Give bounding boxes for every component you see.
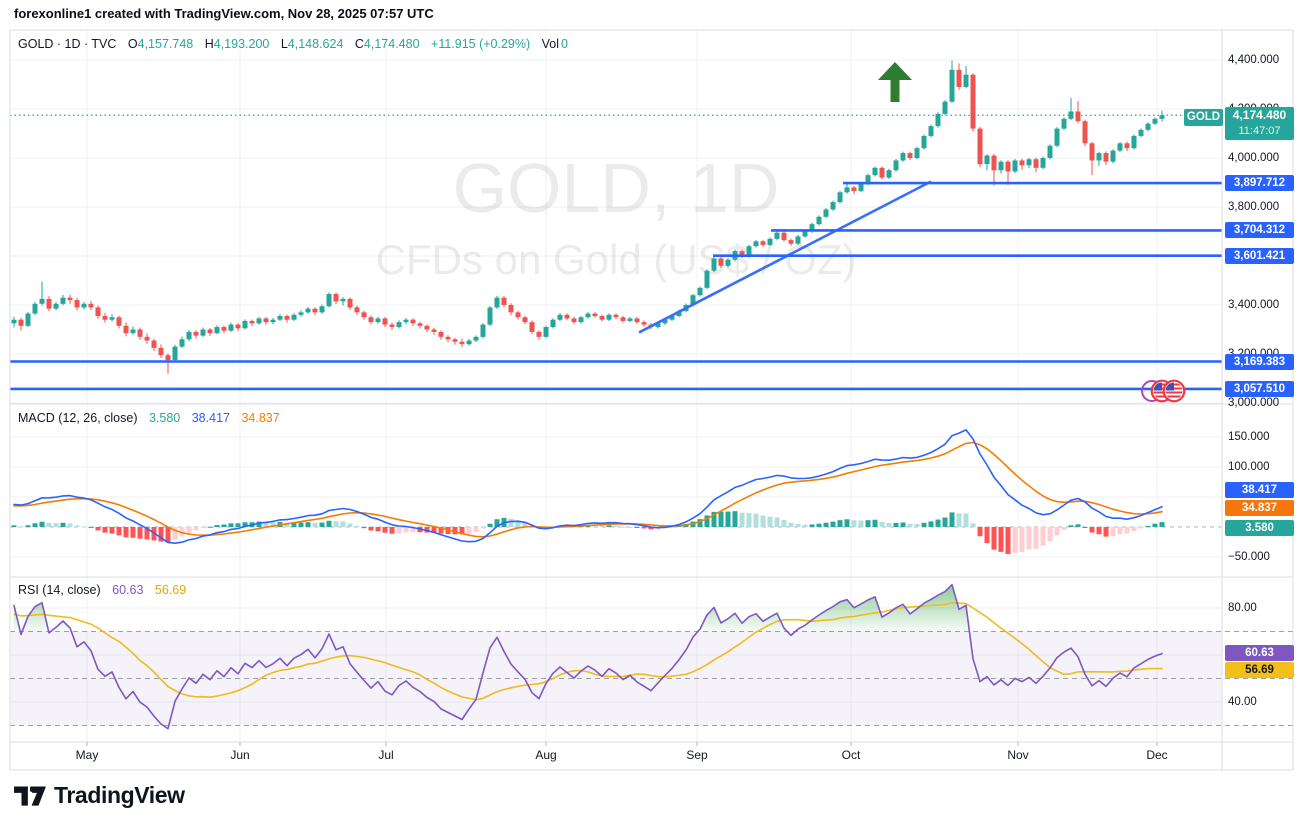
ohlc-close: C4,174.480 bbox=[354, 37, 420, 51]
rsi-overbought-fill bbox=[14, 584, 1162, 632]
rsi-ma-line bbox=[13, 601, 1163, 701]
up-arrow-icon bbox=[878, 62, 912, 102]
time-axis-month-label: Nov bbox=[1007, 748, 1029, 762]
last-price-label: 4,174.480 11:47:07 bbox=[1225, 107, 1294, 140]
macd-line-value: 38.417 bbox=[191, 411, 230, 425]
watermark-line2: CFDs on Gold (US$ / OZ) bbox=[376, 236, 857, 283]
level-price-label: 3,897.712 bbox=[1225, 175, 1294, 192]
time-axis-month-label: Sep bbox=[686, 748, 708, 762]
time-axis-month-label: Aug bbox=[535, 748, 557, 762]
time-axis-month-label: May bbox=[75, 748, 99, 762]
price-axis-tick: 4,400.000 bbox=[1228, 54, 1280, 66]
symbol-title[interactable]: GOLD · 1D · TVC bbox=[18, 37, 117, 51]
rsi-ma-value: 56.69 bbox=[154, 583, 187, 597]
change-value: +11.915 (+0.29%) bbox=[431, 37, 531, 51]
macd-value-label: 34.837 bbox=[1225, 500, 1294, 516]
candlestick-series bbox=[11, 60, 1165, 374]
level-price-label: 3,057.510 bbox=[1225, 380, 1294, 397]
macd-axis-tick: 150.000 bbox=[1228, 431, 1270, 443]
rsi-axis-tick: 80.00 bbox=[1228, 602, 1257, 614]
rsi-axis-tick: 40.00 bbox=[1228, 696, 1257, 708]
time-axis-month-label: Dec bbox=[1146, 748, 1168, 762]
macd-hist-value: 3.580 bbox=[148, 411, 181, 425]
time-axis-month-label: Jun bbox=[230, 748, 250, 762]
rsi-value: 60.63 bbox=[112, 583, 144, 597]
last-price-value: 4,174.480 bbox=[1232, 108, 1287, 122]
macd-value-label: 38.417 bbox=[1225, 482, 1294, 498]
tradingview-logo[interactable]: TradingView bbox=[13, 782, 185, 809]
bar-countdown: 11:47:07 bbox=[1238, 125, 1281, 137]
symbol-price-badge: GOLD bbox=[1184, 109, 1223, 126]
macd-axis-tick: −50.000 bbox=[1228, 551, 1270, 563]
macd-line bbox=[13, 429, 1163, 545]
price-axis-tick: 4,000.000 bbox=[1228, 152, 1280, 164]
trendline bbox=[638, 180, 932, 334]
level-price-label: 3,601.421 bbox=[1225, 247, 1294, 264]
watermark-line1: GOLD, 1D bbox=[453, 149, 780, 227]
us-flag-icon bbox=[1162, 379, 1186, 403]
level-price-label: 3,704.312 bbox=[1225, 222, 1294, 239]
rsi-value-label: 56.69 bbox=[1225, 662, 1294, 678]
volume-value: Vol 0 bbox=[541, 37, 568, 51]
ohlc-low: L4,148.624 bbox=[280, 37, 344, 51]
macd-signal-value: 34.837 bbox=[241, 411, 280, 425]
price-axis-tick: 3,800.000 bbox=[1228, 201, 1280, 213]
tradingview-logo-text: TradingView bbox=[54, 782, 185, 808]
rsi-legend: RSI (14, close) 60.63 56.69 bbox=[18, 583, 186, 597]
economic-event-flags bbox=[1141, 379, 1186, 403]
ohlc-open: O4,157.748 bbox=[127, 37, 194, 51]
macd-legend: MACD (12, 26, close) 3.580 38.417 34.837 bbox=[18, 411, 280, 425]
time-axis-month-label: Oct bbox=[841, 748, 861, 762]
rsi-line bbox=[13, 583, 1163, 730]
ohlc-high: H4,193.200 bbox=[204, 37, 270, 51]
price-axis-tick: 3,400.000 bbox=[1228, 299, 1280, 311]
tradingview-logo-icon bbox=[14, 785, 46, 806]
rsi-title[interactable]: RSI (14, close) bbox=[18, 583, 101, 597]
time-axis-month-label: Jul bbox=[378, 748, 394, 762]
price-axis-tick: 3,000.000 bbox=[1228, 397, 1280, 409]
macd-title[interactable]: MACD (12, 26, close) bbox=[18, 411, 138, 425]
attribution-text: forexonline1 created with TradingView.co… bbox=[14, 6, 434, 21]
symbol-legend: GOLD · 1D · TVC O4,157.748 H4,193.200 L4… bbox=[18, 37, 568, 51]
macd-axis-tick: 100.000 bbox=[1228, 461, 1270, 473]
macd-value-label: 3.580 bbox=[1225, 520, 1294, 536]
level-price-label: 3,169.383 bbox=[1225, 353, 1294, 370]
rsi-value-label: 60.63 bbox=[1225, 645, 1294, 661]
